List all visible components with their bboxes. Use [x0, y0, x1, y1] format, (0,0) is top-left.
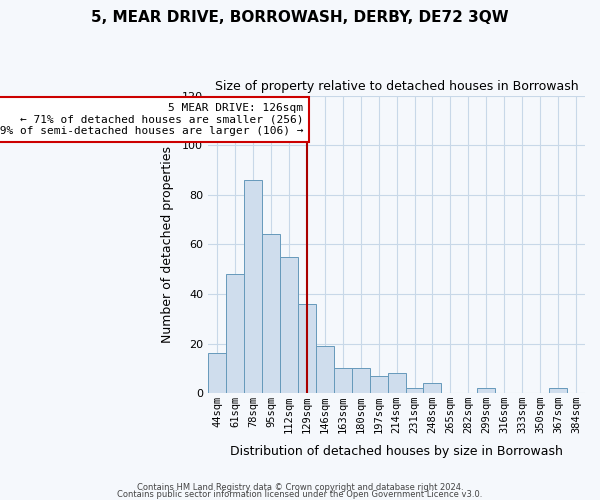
Bar — [244, 180, 262, 393]
Bar — [334, 368, 352, 393]
Bar — [406, 388, 424, 393]
Y-axis label: Number of detached properties: Number of detached properties — [161, 146, 174, 343]
Bar — [226, 274, 244, 393]
Text: 5 MEAR DRIVE: 126sqm
← 71% of detached houses are smaller (256)
29% of semi-deta: 5 MEAR DRIVE: 126sqm ← 71% of detached h… — [0, 103, 303, 136]
Bar — [280, 256, 298, 393]
Bar — [478, 388, 495, 393]
Bar — [316, 346, 334, 393]
Bar — [549, 388, 567, 393]
Bar — [370, 376, 388, 393]
Text: 5, MEAR DRIVE, BORROWASH, DERBY, DE72 3QW: 5, MEAR DRIVE, BORROWASH, DERBY, DE72 3Q… — [91, 10, 509, 25]
Text: Contains public sector information licensed under the Open Government Licence v3: Contains public sector information licen… — [118, 490, 482, 499]
Bar — [208, 354, 226, 393]
X-axis label: Distribution of detached houses by size in Borrowash: Distribution of detached houses by size … — [230, 444, 563, 458]
Text: Contains HM Land Registry data © Crown copyright and database right 2024.: Contains HM Land Registry data © Crown c… — [137, 484, 463, 492]
Bar — [298, 304, 316, 393]
Bar — [424, 383, 442, 393]
Title: Size of property relative to detached houses in Borrowash: Size of property relative to detached ho… — [215, 80, 578, 93]
Bar — [388, 374, 406, 393]
Bar — [352, 368, 370, 393]
Bar — [262, 234, 280, 393]
